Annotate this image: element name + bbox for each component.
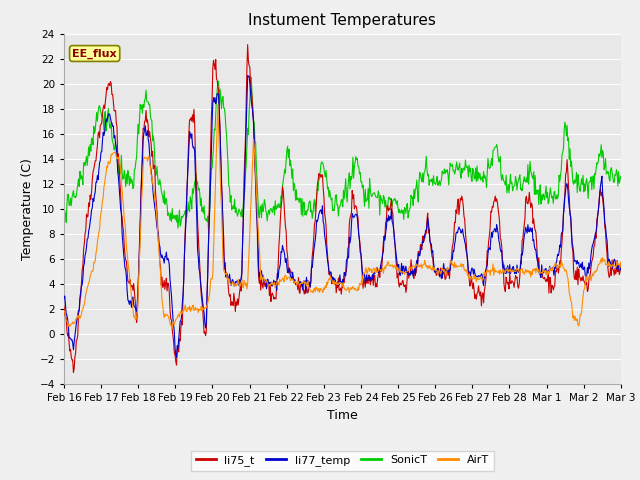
Y-axis label: Temperature (C): Temperature (C) (21, 158, 34, 260)
Title: Instument Temperatures: Instument Temperatures (248, 13, 436, 28)
Text: EE_flux: EE_flux (72, 48, 117, 59)
Legend: li75_t, li77_temp, SonicT, AirT: li75_t, li77_temp, SonicT, AirT (191, 451, 493, 471)
X-axis label: Time: Time (327, 408, 358, 421)
